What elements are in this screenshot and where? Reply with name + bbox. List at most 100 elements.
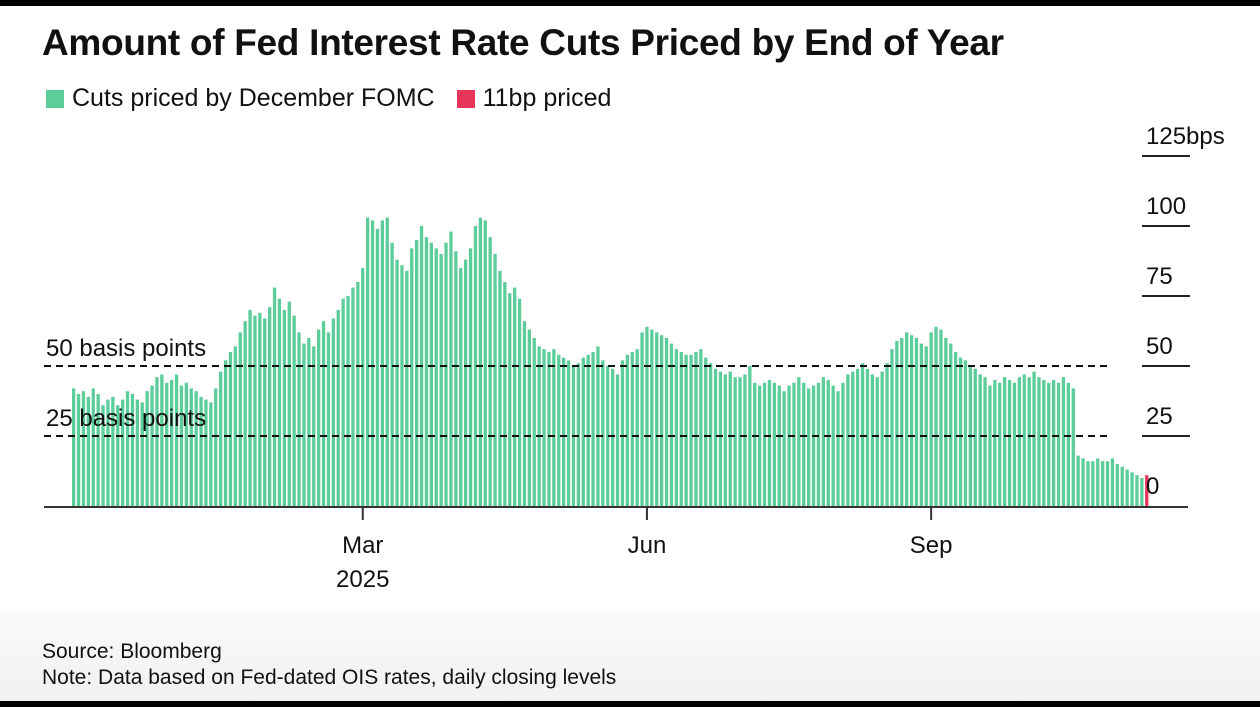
bar — [669, 343, 674, 506]
bar — [248, 310, 252, 506]
y-tick-label: 100 — [1146, 193, 1186, 220]
bar — [988, 385, 992, 506]
legend-label-11bp: 11bp priced — [482, 84, 612, 112]
bar — [473, 226, 478, 506]
bar — [905, 332, 909, 506]
x-tick-label: Jun — [628, 532, 667, 559]
bar — [836, 391, 840, 506]
bar — [321, 321, 326, 506]
bar — [909, 335, 914, 506]
bar — [346, 296, 350, 506]
bar — [684, 354, 688, 506]
bar — [924, 346, 928, 506]
bar — [1032, 371, 1036, 506]
bar — [76, 394, 81, 506]
bar — [317, 329, 321, 506]
bar — [782, 391, 786, 506]
bar — [277, 298, 282, 506]
bar — [106, 399, 110, 506]
bar — [973, 368, 977, 506]
bar — [498, 270, 502, 506]
bar — [336, 310, 340, 506]
bar — [958, 357, 963, 506]
bar — [287, 301, 291, 506]
bar — [233, 346, 237, 506]
bar — [1037, 377, 1041, 506]
bar — [934, 326, 938, 506]
bar — [165, 382, 169, 506]
bar — [116, 405, 120, 506]
bar — [738, 377, 742, 506]
bar — [155, 377, 159, 506]
bar — [400, 265, 404, 506]
bar — [758, 385, 762, 506]
bar — [660, 335, 664, 506]
bar — [86, 396, 90, 506]
bar — [238, 332, 242, 506]
bar — [483, 220, 487, 506]
bar — [596, 346, 600, 506]
bar — [581, 357, 585, 506]
bar — [356, 282, 360, 506]
bar — [885, 363, 889, 506]
reference-line-label: 50 basis points — [46, 335, 206, 362]
x-tick-label: Sep — [910, 532, 953, 559]
bar — [361, 268, 365, 506]
bar — [767, 380, 772, 506]
bar — [263, 318, 267, 506]
bar — [640, 332, 644, 506]
bar — [709, 363, 713, 506]
bar — [664, 338, 669, 506]
bar — [630, 352, 634, 506]
bar — [223, 360, 228, 506]
bar — [1047, 382, 1051, 506]
bar — [552, 349, 556, 506]
bar — [1101, 461, 1105, 506]
chart-legend: Cuts priced by December FOMC 11bp priced — [46, 84, 633, 113]
bar — [625, 354, 629, 506]
source-text: Source: Bloomberg — [42, 640, 222, 663]
x-tick-sublabel: 2025 — [336, 566, 389, 593]
bar — [900, 338, 904, 506]
legend-swatch-green — [46, 89, 64, 108]
bar — [728, 371, 732, 506]
bar — [96, 394, 100, 506]
bar — [174, 374, 179, 506]
bar — [91, 388, 95, 506]
bar — [615, 374, 620, 506]
bar — [204, 399, 208, 506]
bar — [326, 332, 331, 506]
bar — [351, 287, 355, 506]
y-tick-label: 50 — [1146, 333, 1173, 360]
bar — [459, 268, 463, 506]
bar — [380, 220, 384, 506]
bar — [586, 354, 590, 506]
bar — [1140, 478, 1144, 506]
bar — [704, 357, 708, 506]
bar — [919, 343, 923, 506]
bar — [1135, 475, 1139, 506]
bar — [1076, 455, 1080, 506]
bar — [170, 380, 174, 506]
bar — [689, 354, 693, 506]
bar — [562, 357, 566, 506]
bar — [949, 343, 953, 506]
bar — [1042, 380, 1046, 506]
bar — [468, 248, 473, 506]
bar — [606, 366, 610, 506]
bar — [272, 287, 277, 506]
bar — [655, 332, 659, 506]
bar — [547, 352, 551, 506]
bar — [1105, 461, 1110, 506]
bar — [503, 282, 507, 506]
bar — [875, 377, 879, 506]
bar — [807, 388, 811, 506]
bar — [993, 380, 997, 506]
bar — [929, 332, 933, 506]
bar — [429, 242, 433, 507]
bar — [312, 346, 316, 506]
bar — [219, 371, 223, 506]
bar — [101, 405, 105, 506]
bar — [954, 352, 958, 506]
bar — [694, 352, 698, 506]
